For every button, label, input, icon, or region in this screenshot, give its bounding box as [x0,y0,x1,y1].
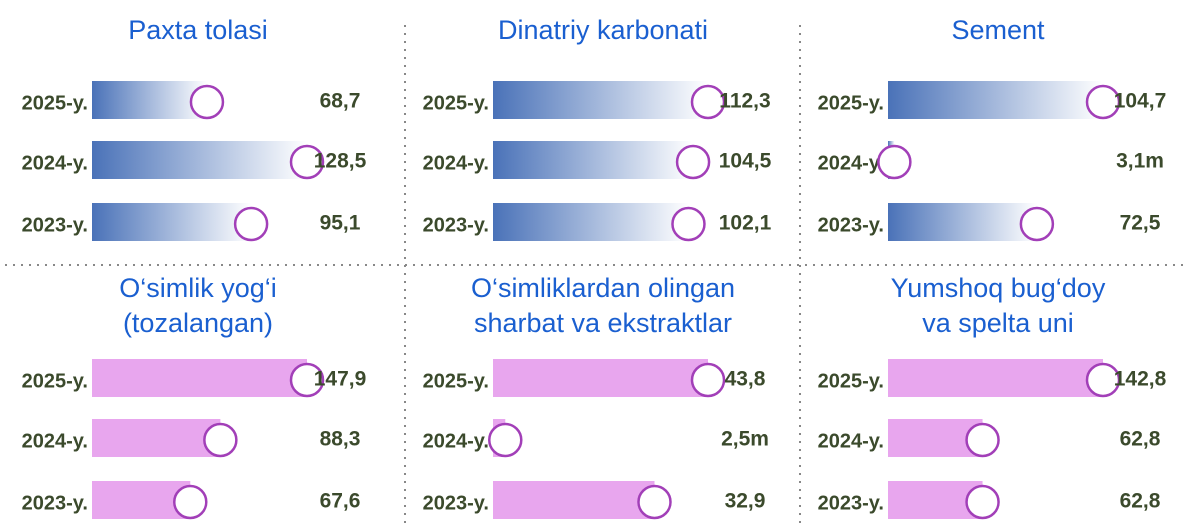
category-label: 2023-y. [818,492,884,514]
value-label: 102,1 [719,212,772,235]
category-label: 2025-y. [22,370,88,392]
panel: O‘simlik yog‘i (tozalangan) 2025-y. 147,9 20… [22,273,367,520]
category-label: 2025-y. [818,92,884,114]
bar [92,141,307,179]
bar-end-marker [233,206,269,242]
bar-end-marker [1085,84,1121,120]
category-label: 2023-y. [22,492,88,514]
value-label: 104,7 [1114,90,1167,113]
panel-title: Sement [951,15,1045,45]
value-label: 32,9 [725,490,766,513]
category-label: 2025-y. [423,370,489,392]
value-label: 3,1m [1116,150,1164,173]
bar [92,359,307,397]
bar-end-marker [1019,206,1055,242]
value-label: 67,6 [320,490,361,513]
bar [493,81,708,119]
value-label: 128,5 [314,150,367,173]
panel-title: Dinatriy karbonati [498,15,708,45]
panel-title: (tozalangan) [123,308,273,338]
category-label: 2024-y. [22,430,88,452]
value-label: 62,8 [1120,428,1161,451]
panel-title: O‘simlik yog‘i [119,273,277,303]
category-label: 2025-y. [818,370,884,392]
bar [92,81,207,119]
value-label: 72,5 [1120,212,1161,235]
panel: O‘simliklardan olingan sharbat va ekstrak… [423,273,769,520]
bar-end-marker [965,422,1000,458]
bar-end-marker [203,422,238,458]
panel-title: va spelta uni [922,308,1074,338]
bar-end-marker [675,144,711,180]
panel-title: Yumshoq bug‘doy [891,273,1106,303]
category-label: 2025-y. [22,92,88,114]
panel: Sement 2025-y. 104,7 2024-y. 3,1m 2023-y. 72,5 [818,15,1167,242]
category-label: 2025-y. [423,92,489,114]
bar [493,481,655,519]
bar [493,141,694,179]
category-label: 2023-y. [818,214,884,236]
value-label: 2,5m [721,428,769,451]
category-label: 2023-y. [423,492,489,514]
bar-end-marker [173,484,208,520]
bar [92,419,221,457]
value-label: 104,5 [719,150,772,173]
bar-end-marker [289,144,325,180]
bar-end-marker [189,84,225,120]
panel: Yumshoq bug‘doy va spelta uni 2025-y. 142,8… [818,273,1167,520]
bar [493,359,708,397]
bar-end-marker [1085,362,1121,398]
value-label: 147,9 [314,368,367,391]
bar [92,203,252,241]
value-label: 68,7 [320,90,361,113]
bar [888,203,1037,241]
bar-end-marker [671,206,706,242]
panel: Dinatriy karbonati 2025-y. 112,3 2024-y. 104… [423,15,772,242]
bar-end-marker [289,362,325,398]
category-label: 2023-y. [423,214,489,236]
bar-end-marker [488,422,523,458]
bar [493,203,689,241]
value-label: 62,8 [1120,490,1161,513]
value-label: 88,3 [320,428,361,451]
panel: Paxta tolasi 2025-y. 68,7 2024-y. 128,5 2023-… [22,15,367,242]
category-label: 2024-y. [423,430,489,452]
category-label: 2024-y. [818,152,884,174]
bar-end-marker [877,144,912,180]
panel-title: Paxta tolasi [128,15,268,45]
value-label: 43,8 [725,368,766,391]
bar-end-marker [965,484,1000,520]
bar-end-marker [690,362,726,398]
value-label: 112,3 [719,90,770,113]
panel-title: sharbat va ekstraktlar [474,308,732,338]
category-label: 2023-y. [22,214,88,236]
bar [888,359,1103,397]
bar-end-marker [690,84,726,120]
bar [888,81,1103,119]
bar-end-marker [637,484,672,520]
panel-title: O‘simliklardan olingan [471,273,735,303]
value-label: 95,1 [320,212,361,235]
category-label: 2024-y. [22,152,88,174]
category-label: 2024-y. [818,430,884,452]
value-label: 142,8 [1114,368,1167,391]
category-label: 2024-y. [423,152,489,174]
